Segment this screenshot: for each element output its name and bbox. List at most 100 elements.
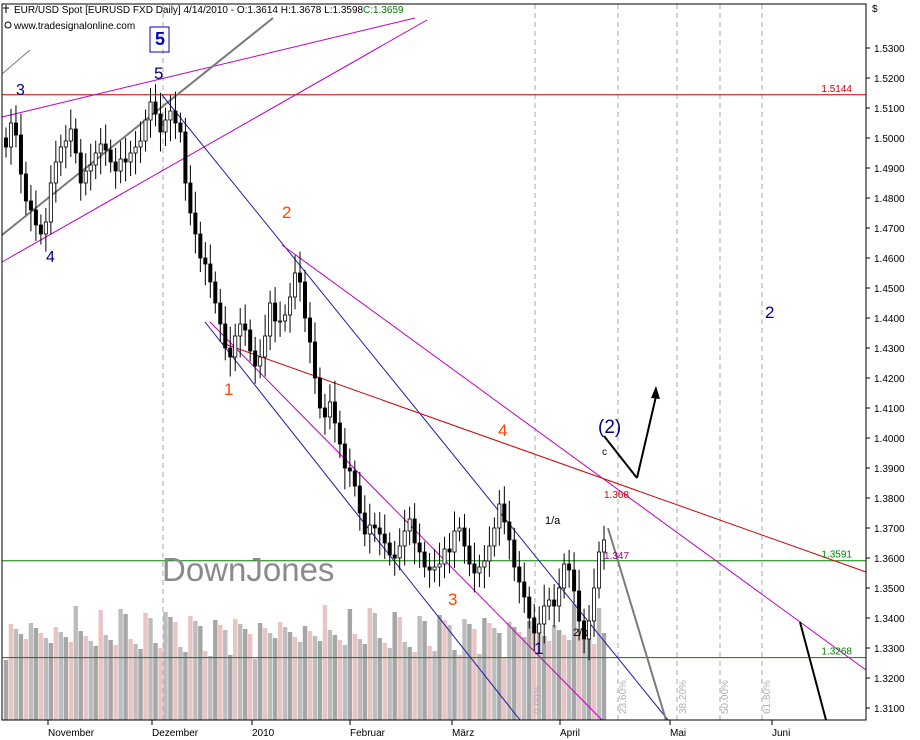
- candlestick: [128, 140, 133, 177]
- y-tick-label: 1.4700: [874, 224, 905, 235]
- candle-body: [307, 317, 312, 343]
- candlestick: [472, 542, 477, 593]
- level-label: 1.3268: [821, 647, 852, 658]
- volume-bar: [88, 641, 93, 720]
- candle-body: [103, 143, 108, 151]
- candle-body: [108, 149, 113, 163]
- candlestick: [208, 244, 213, 298]
- upper-channel-line: [1, 17, 416, 118]
- x-tick-label: Februar: [350, 728, 386, 739]
- candlestick: [602, 525, 607, 570]
- candle-body: [417, 542, 422, 553]
- candle-body: [537, 623, 542, 634]
- candle-body: [243, 323, 248, 331]
- volume-bar: [317, 641, 323, 720]
- candle-body: [462, 527, 467, 547]
- volume-bar: [332, 635, 338, 720]
- volume-bar: [213, 620, 218, 720]
- candle-body: [288, 296, 293, 316]
- candle-body: [457, 527, 462, 532]
- volume-bar: [352, 634, 358, 720]
- gray-projection-line: [607, 527, 667, 721]
- volume-bar: [63, 637, 68, 720]
- candlestick: [322, 393, 327, 435]
- candlestick: [273, 287, 278, 343]
- candlestick: [283, 304, 288, 332]
- candle-body: [427, 566, 432, 571]
- wave-label: 2: [282, 203, 291, 222]
- candle-body: [298, 272, 303, 283]
- candlestick: [317, 367, 322, 419]
- candle-body: [397, 545, 402, 559]
- candle-body: [467, 545, 472, 565]
- candle-body: [168, 110, 173, 121]
- y-tick-label: 1.3200: [874, 674, 905, 685]
- candle-body: [367, 524, 372, 535]
- candlestick: [482, 545, 487, 589]
- candle-body: [347, 467, 352, 472]
- candlestick: [13, 105, 18, 148]
- candle-body: [562, 563, 567, 589]
- candle-body: [442, 548, 447, 565]
- candlestick: [4, 127, 9, 158]
- candle-body: [98, 143, 103, 154]
- volume-bar: [576, 629, 582, 720]
- candle-body: [18, 134, 23, 175]
- volume-bar: [442, 620, 447, 720]
- y-tick-label: 1.4600: [874, 254, 905, 265]
- volume-bar: [138, 649, 143, 720]
- fib-label: 61.80%: [762, 680, 773, 714]
- candle-body: [377, 527, 382, 535]
- volume-bar: [527, 621, 532, 720]
- fib-label: 50.00%: [720, 680, 731, 714]
- blue-channel-lower: [204, 321, 521, 721]
- volume-bar: [173, 622, 178, 720]
- fib-label: 38.20%: [678, 680, 689, 714]
- candle-body: [577, 590, 582, 622]
- candlestick: [352, 460, 357, 497]
- axes: 1.3100 1.3200 1.3300 1.3400 1.3500 1.3600 1.37…: [1, 3, 905, 739]
- candlestick: [407, 506, 412, 546]
- candle-body: [138, 140, 143, 148]
- candle-body: [198, 233, 203, 259]
- candle-body: [258, 356, 263, 367]
- volume-bar: [208, 656, 213, 720]
- candle-body: [58, 146, 63, 163]
- volume-bar: [417, 616, 422, 720]
- volume-bar: [427, 646, 432, 720]
- volume-bar: [517, 632, 522, 720]
- candle-body: [278, 320, 283, 323]
- volume-bar: [257, 623, 263, 720]
- volume-bar: [437, 615, 442, 720]
- y-tick-label: 1.5300: [874, 44, 905, 55]
- volume-bar: [93, 646, 98, 720]
- candlestick: [417, 523, 422, 568]
- candlestick: [298, 251, 303, 302]
- candle-body: [163, 119, 168, 133]
- y-tick-label: 1.5200: [874, 74, 905, 85]
- candle-body: [293, 272, 298, 298]
- x-tick-label: 2010: [252, 728, 275, 739]
- volume-bar: [123, 614, 128, 720]
- candle-body: [48, 182, 53, 223]
- candle-body: [133, 146, 138, 154]
- candle-body: [28, 200, 33, 211]
- wave-label: 2: [765, 303, 774, 322]
- candle-body: [572, 569, 577, 592]
- candlestick: [307, 302, 312, 364]
- red-resistance-line: [221, 342, 867, 573]
- candle-body: [93, 152, 98, 166]
- volume-bar: [571, 604, 577, 720]
- watermark: DownJones: [162, 551, 334, 588]
- candle-body: [402, 530, 407, 547]
- black-projection-line: [799, 621, 827, 721]
- volume-bar: [143, 613, 148, 720]
- volume-bar: [33, 628, 39, 720]
- volume-bar: [98, 610, 103, 720]
- candle-body: [253, 350, 258, 367]
- candlestick: [98, 128, 103, 175]
- volume-bar: [68, 642, 73, 720]
- volume-bar: [247, 634, 253, 720]
- candlestick: [362, 495, 367, 547]
